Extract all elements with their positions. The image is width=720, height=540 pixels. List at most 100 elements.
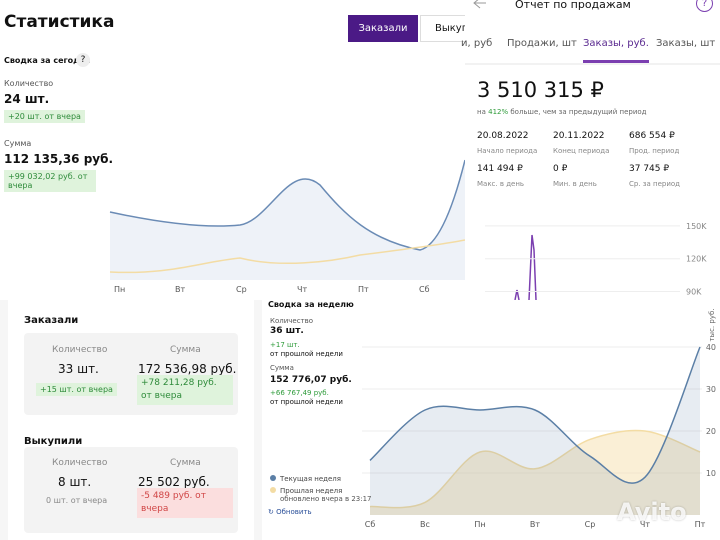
today-chart bbox=[109, 159, 465, 280]
value: 36 шт. bbox=[270, 326, 304, 336]
stat-label: Прод. период bbox=[629, 147, 680, 155]
legend-label: Текущая неделя bbox=[279, 475, 341, 483]
x-tick-label: Пт bbox=[695, 520, 706, 529]
x-tick-label: Пт bbox=[358, 285, 369, 294]
value: 8 шт. bbox=[58, 475, 92, 489]
series-area bbox=[370, 347, 700, 515]
updated: обновлено вчера в 23:17 bbox=[280, 495, 372, 503]
spike bbox=[514, 234, 537, 300]
curve bbox=[109, 159, 465, 251]
delta: +99 032,02 руб. от вчера bbox=[4, 170, 96, 192]
y-tick-label: 150K bbox=[686, 222, 707, 231]
label: Сумма bbox=[270, 364, 294, 372]
stat-label: Ср. за период bbox=[629, 180, 681, 188]
series-area bbox=[370, 430, 700, 515]
delta: 0 шт. от вчера bbox=[46, 496, 108, 505]
refresh-label: Обновить bbox=[276, 508, 312, 516]
title: Сводка за неделю bbox=[268, 300, 354, 309]
title: Отчет по продажам bbox=[515, 0, 631, 11]
x-tick-label: Сб bbox=[365, 520, 376, 529]
value: 112 135,36 руб. bbox=[4, 152, 114, 166]
value: 24 шт. bbox=[4, 92, 50, 106]
growth-value: 412% bbox=[488, 108, 509, 116]
title: Статистика bbox=[4, 12, 115, 32]
label: Количество bbox=[270, 317, 314, 325]
tab[interactable]: Заказали bbox=[348, 15, 418, 42]
section-title: Заказали bbox=[24, 315, 79, 326]
stat-label: Мин. в день bbox=[553, 180, 597, 188]
delta: +15 шт. от вчера bbox=[36, 383, 117, 396]
y-tick-label: 40 bbox=[706, 343, 716, 352]
text: на bbox=[477, 108, 486, 116]
legend-label: Прошлая неделя bbox=[280, 487, 342, 495]
note: от прошлой недели bbox=[270, 398, 343, 406]
week-chart: 10 20 30 40 тыс. руб. Сб Вс Пн Вт Ср Чт Пт Прошлая н… bbox=[270, 308, 716, 529]
x-tick-label: Чт bbox=[640, 520, 650, 529]
watermark: Avito bbox=[617, 498, 687, 526]
stat-value: 20.11.2022 bbox=[553, 131, 605, 141]
y-tick-label: 120K bbox=[686, 255, 707, 264]
delta: +17 шт. bbox=[270, 341, 300, 349]
stat-label: Макс. в день bbox=[477, 180, 525, 188]
delta: +20 шт. от вчера bbox=[4, 110, 85, 123]
series-line bbox=[369, 429, 701, 509]
growth: на 412% больше, чем за предыдущий период bbox=[477, 108, 647, 116]
orders-panel: Заказали Выкупили Количество Сумма 33 шт. 1… bbox=[0, 300, 262, 540]
y-tick-label: 90K bbox=[686, 288, 702, 297]
text: больше, чем за предыдущий период bbox=[510, 108, 647, 116]
stat-value: 686 554 ₽ bbox=[629, 131, 675, 141]
refresh[interactable]: ↻ Обновить bbox=[268, 508, 312, 516]
stat-value: 0 ₽ bbox=[553, 164, 568, 174]
delta: -5 489 руб. от вчера bbox=[137, 488, 233, 518]
label: Сумма bbox=[170, 345, 201, 355]
x-tick-label: Ср bbox=[236, 285, 247, 294]
legend-marker bbox=[270, 475, 276, 481]
value: 152 776,07 руб. bbox=[270, 375, 352, 385]
x-tick-label: Пн bbox=[474, 520, 485, 529]
week-panel: 10 20 30 40 тыс. руб. Сб Вс Пн Вт Ср Чт Пт Прошлая н… bbox=[262, 300, 720, 540]
label: Количество bbox=[52, 345, 108, 355]
stat-label: Конец периода bbox=[553, 147, 610, 155]
delta: +66 767,49 руб. bbox=[270, 389, 329, 397]
report-chart: 150K 120K 90K bbox=[465, 0, 720, 300]
summary-title: Сводка за сегодня bbox=[4, 56, 91, 65]
label: Количество bbox=[52, 458, 108, 468]
stat-value: 141 494 ₽ bbox=[477, 164, 523, 174]
label: Сумма bbox=[4, 139, 32, 148]
y-tick-label: 20 bbox=[706, 427, 716, 436]
label: Сумма bbox=[170, 458, 201, 468]
x-tick-label: Чт bbox=[297, 285, 308, 294]
total: 3 510 315 ₽ bbox=[477, 78, 604, 102]
value: 33 шт. bbox=[58, 362, 99, 376]
curve bbox=[109, 239, 465, 274]
help[interactable]: ? bbox=[76, 53, 90, 67]
x-tick-label: Вт bbox=[530, 520, 540, 529]
y-tick-label: 10 bbox=[706, 469, 716, 478]
value: 25 502 руб. bbox=[138, 475, 210, 489]
tab[interactable]: Заказы, руб. bbox=[583, 38, 649, 49]
back-icon[interactable] bbox=[473, 0, 486, 9]
tab[interactable]: и, руб bbox=[461, 38, 493, 49]
help[interactable]: ? bbox=[696, 0, 713, 12]
delta: +78 211,28 руб. от вчера bbox=[137, 375, 233, 405]
x-tick-label: Ср bbox=[585, 520, 596, 529]
label: Количество bbox=[4, 79, 54, 88]
tab[interactable]: Продажи, шт bbox=[507, 38, 577, 49]
section-title: Выкупили bbox=[24, 436, 83, 447]
tab[interactable]: Заказы, шт bbox=[656, 38, 716, 49]
y-tick-label: 30 bbox=[706, 385, 716, 394]
x-tick-label: Вс bbox=[420, 520, 430, 529]
legend-marker bbox=[270, 487, 276, 493]
stat-value: 20.08.2022 bbox=[477, 131, 529, 141]
today-panel: Статистика Заказали Выкупи Сводка за сег… bbox=[0, 0, 481, 300]
area bbox=[110, 160, 465, 280]
tab-underline bbox=[583, 60, 649, 63]
note: от прошлой недели bbox=[270, 350, 343, 358]
x-tick-label: Вт bbox=[175, 285, 186, 294]
value: 172 536,98 руб. bbox=[138, 362, 237, 376]
x-tick-label: Пн bbox=[114, 285, 126, 294]
x-tick-label: Сб bbox=[419, 285, 430, 294]
report-panel: 150K 120K 90K Отчет по продажам ? и, руб П… bbox=[461, 0, 720, 300]
